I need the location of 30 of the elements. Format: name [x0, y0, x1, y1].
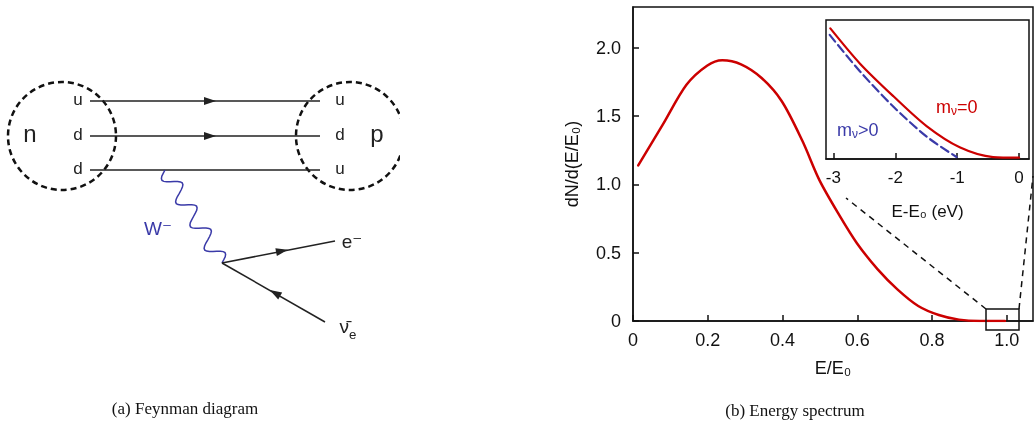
x-tick-label: 1.0 [994, 330, 1020, 350]
text: d [335, 125, 345, 145]
text: d [73, 125, 83, 145]
x-axis-title: E/E₀ [814, 358, 852, 378]
x-tick-label: -1 [949, 168, 965, 187]
y-axis-title: dN/d(E/E₀) [562, 120, 582, 208]
y-tick-label: 0.5 [595, 242, 621, 263]
text: (b) Energy spectrum [725, 401, 865, 420]
x-tick-label: -2 [887, 168, 903, 187]
text: d [73, 159, 83, 179]
text: W⁻ [144, 218, 172, 240]
x-axis-title: E-E₀ (eV) [891, 202, 964, 221]
x-tick-label: 0.4 [770, 330, 796, 350]
text: u [335, 159, 345, 179]
y-tick-label: 0 [610, 311, 621, 331]
text: n [23, 120, 37, 148]
x-tick-label: 0.8 [919, 330, 945, 350]
x-tick-label: 0.6 [844, 330, 870, 350]
y-tick-label: 1.5 [595, 106, 621, 127]
x-tick-label: 0 [627, 330, 639, 350]
y-tick-label: 2.0 [595, 37, 621, 58]
text: u [73, 90, 83, 110]
text: p [370, 120, 384, 148]
x-tick-label: -3 [825, 168, 841, 187]
text: e⁻ [341, 231, 363, 253]
x-tick-label: 0.2 [695, 330, 721, 350]
text: u [335, 90, 345, 110]
text: (a) Feynman diagram [111, 398, 259, 418]
x-tick-label: 0 [1014, 168, 1024, 187]
text: ν̄$_{e}$ [339, 316, 357, 343]
